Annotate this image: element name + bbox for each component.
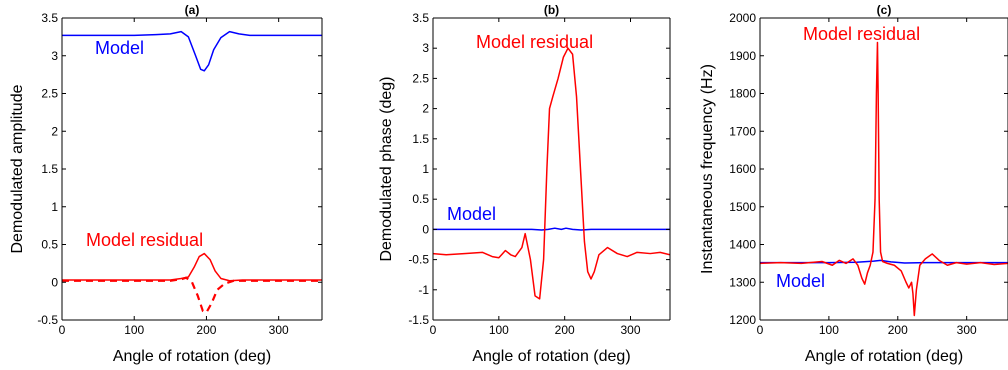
x-axis-label: Angle of rotation (deg) xyxy=(472,348,630,365)
y-tick-label: 2.5 xyxy=(412,71,429,85)
x-tick-label: 100 xyxy=(819,323,839,337)
series-line-3-2 xyxy=(760,41,1008,317)
y-tick-label: 1.5 xyxy=(41,162,58,176)
x-tick-label: 200 xyxy=(196,323,216,337)
y-tick-label: -1.5 xyxy=(408,313,429,327)
y-tick-label: 1 xyxy=(422,162,429,176)
y-axis-label: Instantaneous frequency (Hz) xyxy=(699,64,716,274)
chart-panel-2: 0 100 200 300 -1.5 -1 -0.5 0 0.5 1 1.5 2 2.5 3 3.5 (b) A… xyxy=(378,3,671,365)
y-tick-label: 3.5 xyxy=(41,11,58,25)
series-line-2-2 xyxy=(433,47,670,300)
x-tick-label: 0 xyxy=(430,323,437,337)
y-tick-label: 1500 xyxy=(729,200,756,214)
chart-title: (a) xyxy=(185,3,200,17)
y-tick-label: 2 xyxy=(51,124,58,138)
y-tick-label: 2000 xyxy=(729,11,756,25)
y-tick-label: 1.5 xyxy=(412,132,429,146)
series-annotation: Model xyxy=(95,38,144,58)
y-tick-label: 1200 xyxy=(729,313,756,327)
x-tick-label: 200 xyxy=(888,323,908,337)
series-annotation: Model residual xyxy=(803,24,920,44)
chart-panel-3: 0 100 200 300 1200 1300 1400 1500 1600 1700 1800 19… xyxy=(699,3,1008,365)
y-tick-label: 2 xyxy=(422,102,429,116)
series-annotation: Model residual xyxy=(86,230,203,250)
x-tick-label: 0 xyxy=(59,323,66,337)
y-tick-label: 2.5 xyxy=(41,87,58,101)
y-tick-label: -1 xyxy=(418,283,429,297)
y-axis-label: Demodulated phase (deg) xyxy=(378,76,395,261)
series-annotation: Model xyxy=(447,204,496,224)
y-tick-label: 1 xyxy=(51,200,58,214)
y-tick-label: 1700 xyxy=(729,124,756,138)
series-line-2-1 xyxy=(433,227,670,231)
y-tick-label: 1400 xyxy=(729,238,756,252)
y-tick-label: -0.5 xyxy=(408,253,429,267)
x-tick-label: 300 xyxy=(269,323,289,337)
series-line-1-2 xyxy=(62,252,322,282)
chart-title: (c) xyxy=(877,3,892,17)
x-axis-label: Angle of rotation (deg) xyxy=(113,348,271,365)
series-line-1-1 xyxy=(62,30,322,72)
series-annotation: Model residual xyxy=(476,32,593,52)
y-tick-label: 3.5 xyxy=(412,11,429,25)
y-tick-label: 0 xyxy=(422,222,429,236)
y-tick-label: 0.5 xyxy=(412,192,429,206)
x-axis-label: Angle of rotation (deg) xyxy=(805,348,963,365)
chart-panel-1: 0 100 200 300-0.500.511.522.533.5(a)Angle o… xyxy=(9,3,323,365)
x-tick-label: 200 xyxy=(555,323,575,337)
series-annotation: Model xyxy=(776,271,825,291)
y-tick-label: 1800 xyxy=(729,87,756,101)
y-tick-label: 1600 xyxy=(729,162,756,176)
y-tick-label: 1900 xyxy=(729,49,756,63)
y-tick-label: 3 xyxy=(51,49,58,63)
chart-title: (b) xyxy=(544,3,559,17)
x-tick-label: 0 xyxy=(757,323,764,337)
x-tick-label: 300 xyxy=(957,323,977,337)
y-tick-label: 3 xyxy=(422,41,429,55)
x-tick-label: 300 xyxy=(620,323,640,337)
y-tick-label: -0.5 xyxy=(37,313,58,327)
y-axis-label: Demodulated amplitude xyxy=(9,84,26,253)
y-tick-label: 1300 xyxy=(729,275,756,289)
x-tick-label: 100 xyxy=(489,323,509,337)
y-tick-label: 0 xyxy=(51,275,58,289)
series-line-1-3 xyxy=(62,276,322,314)
y-tick-label: 0.5 xyxy=(41,238,58,252)
x-tick-label: 100 xyxy=(124,323,144,337)
